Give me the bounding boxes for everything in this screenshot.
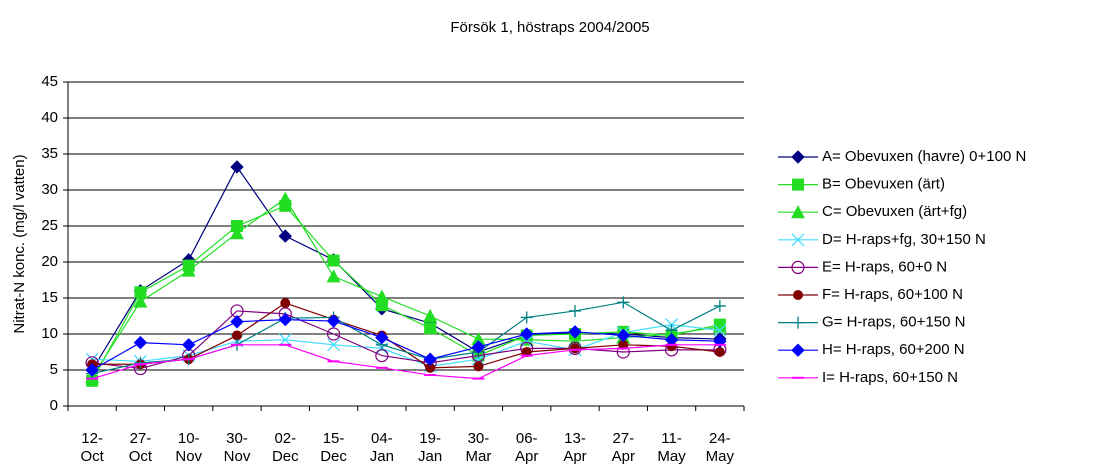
x-tick-label: 10- Nov [175, 430, 203, 465]
legend-marker [791, 343, 805, 357]
y-tick-label: 45 [41, 73, 58, 90]
y-axis-label: Nitrat-N konc. (mg/l vatten) [11, 154, 28, 333]
series-line [91, 318, 720, 371]
y-tick-label: 40 [41, 109, 58, 126]
marker [423, 352, 437, 366]
marker [280, 298, 291, 309]
legend-marker [792, 316, 804, 329]
legend-label: C= Obevuxen (ärt+fg) [822, 203, 967, 220]
y-tick-label: 25 [41, 217, 58, 234]
y-tick-label: 10 [41, 325, 58, 342]
marker [230, 315, 244, 329]
marker [569, 304, 581, 317]
marker [374, 289, 389, 303]
y-tick-label: 5 [50, 361, 58, 378]
legend-label: H= H-raps, 60+200 N [822, 341, 965, 358]
legend-label: G= H-raps, 60+150 N [822, 314, 965, 331]
marker [570, 343, 580, 354]
series-line [91, 344, 720, 380]
marker [713, 299, 726, 312]
x-tick-label: 24- May [705, 430, 735, 465]
legend-marker [793, 290, 803, 300]
marker [327, 338, 341, 352]
marker [568, 325, 582, 339]
legend-marker [791, 260, 805, 274]
x-tick-label: 02- Dec [271, 430, 299, 465]
legend-marker [792, 178, 804, 191]
marker [278, 229, 292, 243]
marker [520, 334, 534, 348]
x-tick-label: 06- Apr [515, 430, 539, 465]
marker [714, 347, 725, 357]
marker [326, 269, 341, 283]
y-tick-label: 30 [41, 181, 58, 198]
legend-label: D= H-raps+fg, 30+150 N [822, 231, 986, 248]
marker [181, 263, 196, 277]
chart-title: Försök 1, höstraps 2004/2005 [450, 19, 649, 36]
marker [278, 312, 292, 327]
legend-label: I= H-raps, 60+150 N [822, 369, 958, 386]
series-line [91, 205, 720, 382]
marker [424, 322, 437, 335]
x-tick-label: 19- Jan [418, 430, 443, 465]
marker [375, 330, 389, 345]
x-tick-label: 30- Mar [465, 430, 492, 465]
legend-marker [791, 150, 805, 164]
marker [471, 340, 486, 354]
marker [133, 294, 148, 308]
marker [520, 327, 534, 341]
marker [278, 333, 292, 347]
marker [425, 362, 436, 373]
marker [133, 335, 148, 350]
series-line [92, 310, 720, 370]
marker [327, 254, 340, 267]
marker [230, 160, 244, 174]
marker [520, 311, 533, 324]
series-line [91, 165, 720, 371]
y-tick-label: 20 [41, 253, 58, 270]
legend-marker [791, 233, 805, 247]
legend-marker [791, 205, 805, 219]
marker [134, 286, 147, 299]
marker [85, 363, 99, 377]
marker [423, 309, 438, 322]
legend-label: B= Obevuxen (ärt) [822, 176, 945, 193]
marker [473, 361, 484, 372]
x-tick-label: 27- Oct [128, 430, 153, 465]
marker [471, 332, 486, 346]
x-tick-label: 11- May [657, 430, 686, 465]
x-tick-label: 04- Jan [369, 430, 394, 465]
marker [230, 226, 244, 240]
marker [182, 338, 196, 352]
marker [521, 347, 532, 357]
legend-label: A= Obevuxen (havre) 0+100 N [822, 148, 1026, 165]
marker [231, 220, 243, 232]
legend-label: E= H-raps, 60+0 N [822, 258, 947, 275]
x-tick-label: 27- Apr [611, 430, 635, 465]
y-tick-label: 15 [41, 289, 58, 306]
y-tick-label: 0 [50, 397, 58, 414]
marker [713, 323, 727, 337]
marker [278, 191, 293, 205]
x-tick-label: 12- Oct [80, 430, 104, 465]
legend-label: F= H-raps, 60+100 N [822, 286, 963, 303]
y-tick-label: 35 [41, 145, 58, 162]
marker [326, 314, 341, 328]
x-tick-label: 15- Dec [320, 430, 347, 465]
marker [617, 296, 630, 309]
marker [232, 330, 242, 341]
x-tick-label: 13- Apr [563, 430, 587, 465]
x-tick-label: 30- Nov [223, 430, 251, 465]
marker [134, 356, 147, 369]
marker [326, 327, 341, 341]
series-line [91, 197, 720, 378]
marker [618, 339, 629, 350]
marker [616, 328, 630, 343]
